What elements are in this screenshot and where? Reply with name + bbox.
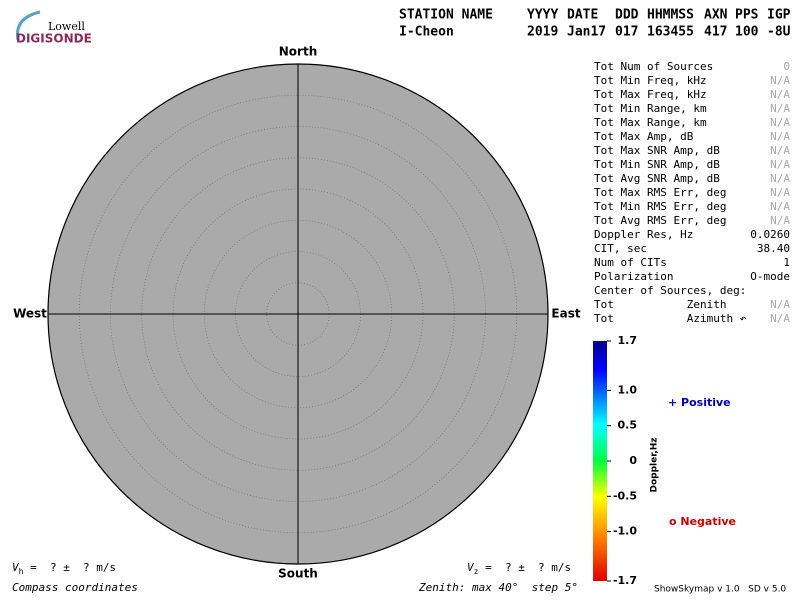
compass-north: North bbox=[279, 45, 317, 59]
stat-label: Tot Min Freq, kHz bbox=[594, 74, 707, 87]
stat-label: Tot Max Freq, kHz bbox=[594, 88, 707, 101]
header-value: 417 bbox=[704, 25, 727, 40]
stat-value: 38.40 bbox=[757, 242, 790, 255]
stat-value: N/A bbox=[770, 312, 790, 325]
header-label: DDD bbox=[615, 8, 639, 23]
header-value: -8U bbox=[767, 25, 791, 40]
stat-value: N/A bbox=[770, 172, 790, 185]
compass-west: West bbox=[13, 307, 47, 321]
stat-value: N/A bbox=[770, 88, 790, 101]
header-label: DATE bbox=[567, 8, 598, 23]
colorbar-tick-label: 1.7 bbox=[618, 334, 638, 347]
stat-value: N/A bbox=[770, 298, 790, 311]
stat-value: N/A bbox=[770, 74, 790, 87]
colorbar-tick-label: 0.5 bbox=[618, 419, 638, 432]
header-label: PPS bbox=[735, 8, 759, 23]
colorbar-title: Doppler,Hz bbox=[650, 437, 660, 492]
stat-value: 0 bbox=[783, 60, 790, 73]
header-label: STATION NAME bbox=[399, 8, 493, 23]
stat-label: CIT, sec bbox=[594, 242, 647, 255]
stat-value: N/A bbox=[770, 186, 790, 199]
stat-label: Tot Max RMS Err, deg bbox=[594, 186, 726, 199]
positive-legend: + Positive bbox=[668, 396, 731, 409]
stat-value: N/A bbox=[770, 200, 790, 213]
header-value: I-Cheon bbox=[399, 25, 454, 40]
colorbar-tick-label: -0.5 bbox=[613, 489, 637, 502]
logo-bottom: DIGISONDE bbox=[16, 32, 92, 46]
stat-label: Tot Min Range, km bbox=[594, 102, 707, 115]
header-value: 100 bbox=[735, 25, 759, 40]
stat-value: N/A bbox=[770, 144, 790, 157]
header-value: Jan17 bbox=[567, 25, 606, 40]
header-label: AXN bbox=[704, 8, 728, 23]
header-value: 2019 bbox=[527, 25, 558, 40]
stat-label: Polarization bbox=[594, 270, 673, 283]
stat-label: Tot Max Amp, dB bbox=[594, 130, 694, 143]
stat-label: Tot Min SNR Amp, dB bbox=[594, 158, 720, 171]
header-label: HHMMSS bbox=[647, 8, 694, 23]
header-value: 163455 bbox=[647, 25, 694, 40]
logo-top: Lowell bbox=[48, 20, 85, 33]
version: ShowSkymap v 1.0 SD v 5.0 bbox=[654, 585, 786, 595]
stat-value: N/A bbox=[770, 130, 790, 143]
colorbar bbox=[593, 341, 607, 581]
stat-value: N/A bbox=[770, 214, 790, 227]
compass-east: East bbox=[551, 307, 580, 321]
vz-readout: Vz = ? ± ? m/s bbox=[467, 561, 571, 576]
stat-value: N/A bbox=[770, 158, 790, 171]
stat-value: N/A bbox=[770, 102, 790, 115]
compass-south: South bbox=[278, 567, 318, 581]
colorbar-tick-label: 1.0 bbox=[618, 383, 638, 396]
header-value: 017 bbox=[615, 25, 638, 40]
negative-legend: o Negative bbox=[669, 515, 736, 528]
stat-label: Doppler Res, Hz bbox=[594, 228, 693, 241]
stat-label: Tot Avg RMS Err, deg bbox=[594, 214, 726, 227]
stat-label: Tot Num of Sources bbox=[594, 60, 713, 73]
header-label: YYYY bbox=[527, 8, 558, 23]
vh-readout: Vh = ? ± ? m/s bbox=[12, 561, 116, 576]
colorbar-tick-label: -1.0 bbox=[613, 525, 637, 538]
stat-value: N/A bbox=[770, 116, 790, 129]
colorbar-tick-label: 0 bbox=[629, 454, 637, 467]
stat-label: Num of CITs bbox=[594, 256, 667, 269]
stat-label: Tot Max Range, km bbox=[594, 116, 707, 129]
stat-value: 0.0260 bbox=[750, 228, 790, 241]
stat-label: Tot Avg SNR Amp, dB bbox=[594, 172, 720, 185]
stat-value: O-mode bbox=[750, 270, 790, 283]
header-label: IGP bbox=[767, 8, 791, 23]
stat-value: 1 bbox=[783, 256, 790, 269]
stat-label: Center of Sources, deg: bbox=[594, 284, 746, 297]
stat-label: Tot Min RMS Err, deg bbox=[594, 200, 726, 213]
stat-label: Tot Azimuth ↶ bbox=[594, 312, 747, 325]
logo-swoosh bbox=[15, 10, 41, 41]
stat-label: Tot Max SNR Amp, dB bbox=[594, 144, 720, 157]
colorbar-tick-label: -1.7 bbox=[613, 574, 637, 587]
coords-note: Compass coordinates bbox=[12, 581, 138, 594]
stat-label: Tot Zenith bbox=[594, 298, 726, 311]
zenith-note: Zenith: max 40° step 5° bbox=[418, 581, 578, 594]
